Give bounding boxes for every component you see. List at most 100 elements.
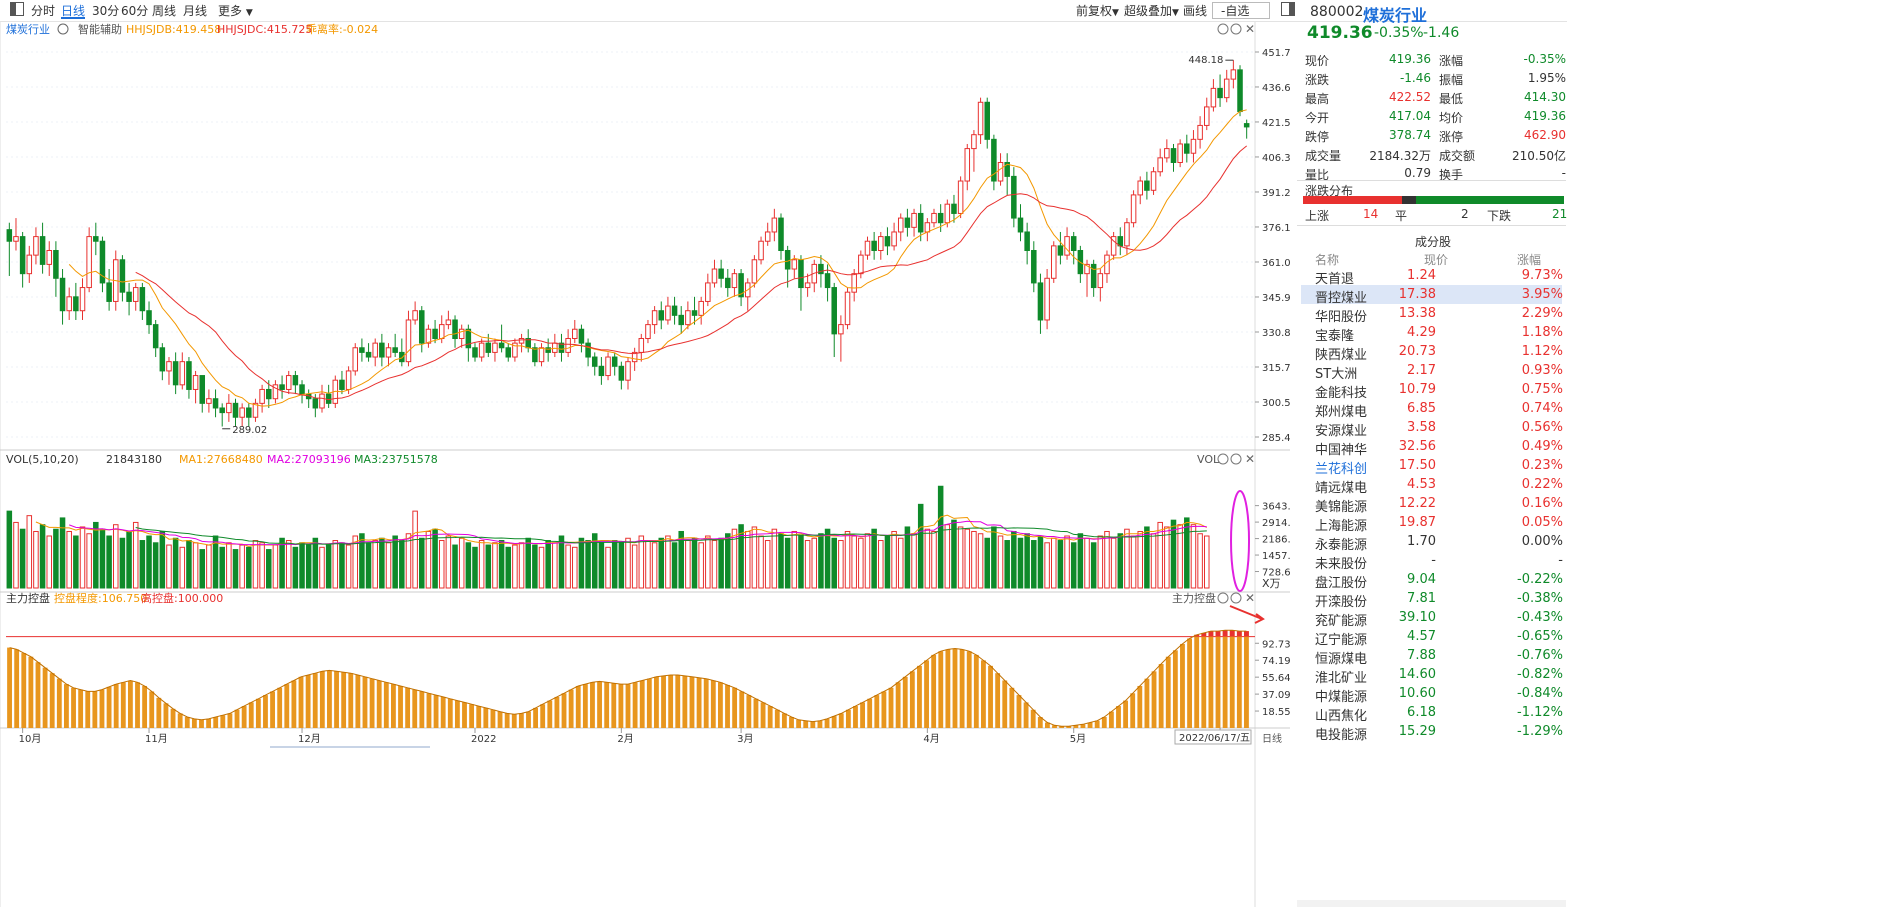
constituent-name[interactable]: 开滦股份 <box>1315 595 1368 610</box>
constituent-pct: -0.65% <box>1517 629 1563 644</box>
constituent-name[interactable]: 中煤能源 <box>1315 690 1368 705</box>
constituent-name[interactable]: ST大洲 <box>1315 367 1358 382</box>
constituent-name[interactable]: 中国神华 <box>1315 443 1368 458</box>
candle-body <box>518 338 525 344</box>
volume-bar <box>778 533 784 589</box>
close-icon: ✕ <box>1245 22 1255 36</box>
constituent-name[interactable]: 陕西煤业 <box>1315 348 1368 363</box>
volume-bar <box>518 542 525 589</box>
candle-body <box>1137 180 1143 196</box>
period-tab-daily[interactable]: 日线 <box>61 4 86 19</box>
candle-body <box>86 236 92 289</box>
period-tab-60min[interactable]: 60分 <box>121 4 149 18</box>
constituent-name[interactable]: 华阳股份 <box>1315 310 1368 325</box>
volume-bar <box>285 540 292 589</box>
control-bar <box>646 678 652 728</box>
constituent-pct: - <box>1558 553 1563 568</box>
vol-unit: X万 <box>1262 577 1281 590</box>
control-bar <box>78 689 84 728</box>
candle <box>339 370 345 395</box>
constituent-name[interactable]: 未来股份 <box>1315 557 1368 572</box>
constituent-name[interactable]: 淮北矿业 <box>1315 671 1368 686</box>
watchlist-select[interactable]: -自选 <box>1212 2 1271 19</box>
vol-ma3: MA3:23751578 <box>354 453 438 466</box>
vol-ma2: MA2:27093196 <box>267 453 351 466</box>
volume-bar <box>1017 537 1024 589</box>
candle <box>498 324 505 353</box>
period-tab-30min[interactable]: 30分 <box>92 4 120 18</box>
constituent-name[interactable]: 兖矿能源 <box>1315 614 1368 629</box>
constituent-name[interactable]: 恒源煤电 <box>1315 652 1368 667</box>
candle <box>292 370 299 395</box>
ma-short-line <box>68 109 1247 407</box>
constituent-name[interactable]: 山西焦化 <box>1315 709 1368 724</box>
candle <box>119 255 126 302</box>
constituent-name[interactable]: 美锦能源 <box>1315 500 1368 515</box>
constituent-name[interactable]: 郑州煤电 <box>1315 405 1368 420</box>
kline-chart[interactable]: 煤炭行业 智能辅助 HHJSJDB:419.458HHJSJDC:415.725乖离… <box>0 22 1290 907</box>
candle <box>1164 139 1170 163</box>
volume-bar <box>565 544 571 589</box>
control-bar <box>959 649 965 728</box>
quote-name: 煤炭行业 <box>1363 6 1428 25</box>
candle-body <box>917 212 924 233</box>
volume-bar <box>1124 528 1130 589</box>
quote-change-pct: -0.35% <box>1374 25 1424 41</box>
period-tab-monthly[interactable]: 月线 <box>183 4 208 18</box>
candle <box>545 338 551 362</box>
volume-bar <box>558 535 565 589</box>
scrollbar-track[interactable] <box>1297 900 1566 907</box>
volume-bar <box>525 537 531 589</box>
control-bar <box>824 718 830 728</box>
period-tab-more[interactable]: 更多 ▼ <box>218 4 253 18</box>
volume-bar <box>671 542 678 589</box>
constituent-name[interactable]: 金能科技 <box>1315 386 1368 401</box>
candle <box>897 213 904 242</box>
candle-body <box>472 347 478 358</box>
constituent-name[interactable]: 晋控煤业 <box>1315 291 1368 306</box>
volume-bar <box>159 530 166 589</box>
constituent-name[interactable]: 安源煤业 <box>1315 424 1368 439</box>
constituent-name[interactable]: 电投能源 <box>1315 728 1368 743</box>
control-bar <box>511 714 517 728</box>
sidebar-toggle-icon[interactable] <box>1281 2 1295 16</box>
candle-body <box>698 300 704 316</box>
overlay-menu[interactable]: 超级叠加▼ <box>1124 4 1179 18</box>
constituent-name[interactable]: 上海能源 <box>1315 519 1368 534</box>
gear-icon <box>1217 592 1229 604</box>
volume-bar <box>1090 542 1097 589</box>
constituent-name[interactable]: 宝泰隆 <box>1315 329 1355 344</box>
control-bar <box>177 713 183 728</box>
constituent-name[interactable]: 天首退 <box>1315 272 1355 287</box>
candle <box>1044 269 1050 330</box>
constituent-name[interactable]: 永泰能源 <box>1315 538 1368 553</box>
control-bar-over <box>1229 630 1235 637</box>
volume-bar <box>152 542 159 589</box>
period-tab-weekly[interactable]: 周线 <box>152 4 177 18</box>
control-bar <box>682 675 688 728</box>
period-tab-minute[interactable]: 分时 <box>31 4 56 18</box>
constituent-name[interactable]: 辽宁能源 <box>1315 633 1368 648</box>
candle <box>159 343 166 381</box>
candle <box>226 394 232 422</box>
volume-bar <box>1037 535 1044 589</box>
draw-line-button[interactable]: 画线 <box>1183 4 1208 18</box>
constituent-name[interactable]: 盘江股份 <box>1315 576 1368 591</box>
candle-body <box>725 277 731 289</box>
scrollbar-thumb[interactable] <box>270 746 430 748</box>
constituent-name[interactable]: 靖远煤电 <box>1315 481 1368 496</box>
panel-toggle-icon[interactable] <box>10 2 24 16</box>
constituent-pct: 0.22% <box>1521 477 1563 492</box>
adjust-menu[interactable]: 前复权▼ <box>1076 4 1119 18</box>
candle <box>179 352 186 390</box>
candle-body <box>1064 236 1070 256</box>
candle-body <box>405 319 412 363</box>
ctrl-axis-label: 74.19 <box>1262 656 1290 667</box>
volume-bar <box>1050 537 1057 589</box>
candle-body <box>1223 78 1230 99</box>
control-bar <box>902 676 908 728</box>
candle-body <box>266 388 272 400</box>
candle-body <box>246 407 252 418</box>
volume-bar <box>412 510 418 589</box>
constituent-name[interactable]: 兰花科创 <box>1315 462 1368 477</box>
